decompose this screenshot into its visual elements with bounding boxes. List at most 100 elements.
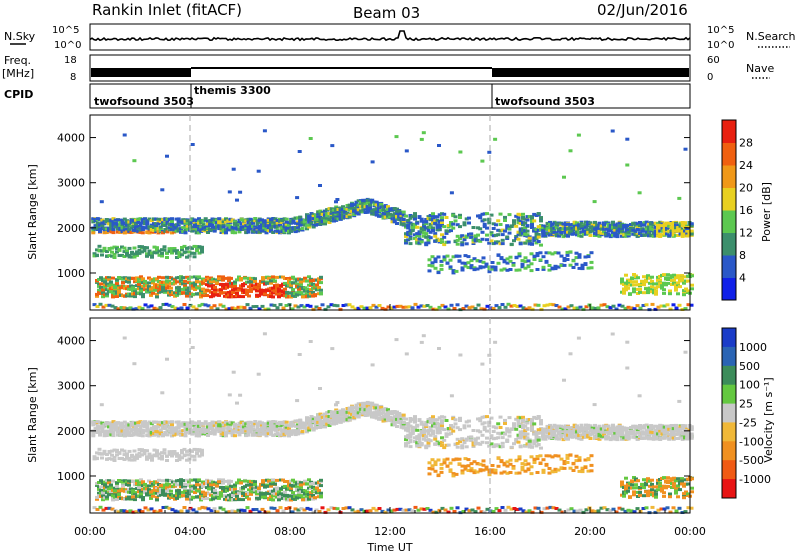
- velocity-cell: [174, 429, 179, 433]
- velocity-cell: [91, 420, 96, 424]
- power-cell: [545, 222, 550, 225]
- power-cell: [269, 220, 273, 224]
- power-cell: [365, 205, 370, 209]
- power-cell: [151, 286, 155, 290]
- power-cell: [245, 292, 249, 296]
- power-cell: [525, 239, 530, 243]
- power-cell: [593, 220, 597, 224]
- power-cell: [125, 227, 129, 231]
- power-cell: [521, 231, 525, 235]
- power-cell: [269, 303, 274, 307]
- power-cell: [95, 222, 100, 226]
- power-cell: [299, 304, 304, 308]
- power-cell: [668, 276, 672, 280]
- power-cell: [538, 251, 543, 255]
- power-cell: [453, 239, 458, 243]
- power-cell: [480, 212, 485, 216]
- power-cell: [298, 219, 303, 223]
- power-cell: [680, 274, 684, 278]
- power-cell: [334, 205, 339, 209]
- power-cell: [534, 233, 539, 237]
- velocity-cell: [282, 425, 287, 429]
- power-cell: [257, 283, 261, 287]
- velocity-cell: [352, 412, 357, 416]
- velocity-cell: [145, 434, 150, 437]
- power-cell: [179, 220, 183, 224]
- power-cell: [119, 286, 123, 290]
- velocity-cell: [343, 417, 348, 421]
- velocity-cell: [210, 431, 215, 435]
- velocity-cell: [111, 424, 116, 427]
- power-cell: [233, 222, 237, 226]
- power-cell: [266, 226, 271, 230]
- power-cell: [523, 256, 528, 260]
- power-cell: [347, 213, 352, 217]
- power-cell: [284, 217, 289, 221]
- power-cell: [516, 218, 521, 222]
- power-cell: [419, 230, 424, 234]
- power-cell: [512, 220, 516, 224]
- power-cell: [226, 228, 231, 232]
- power-cell: [155, 246, 159, 250]
- power-cell: [419, 217, 424, 221]
- power-cell: [243, 276, 247, 280]
- velocity-cell: [156, 433, 161, 437]
- power-cell: [686, 289, 690, 293]
- power-cell: [689, 232, 694, 236]
- power-cell: [613, 226, 618, 230]
- power-cell: [320, 220, 325, 224]
- velocity-cell: [399, 423, 404, 427]
- power-cell: [471, 240, 476, 244]
- power-cell: [419, 304, 424, 308]
- power-cell: [113, 286, 117, 290]
- power-cell: [463, 254, 468, 258]
- power-cell: [471, 242, 476, 245]
- power-cell: [183, 226, 188, 230]
- power-cell: [318, 216, 323, 220]
- power-cell: [199, 221, 204, 225]
- velocity-cell: [266, 427, 271, 431]
- power-cell: [356, 306, 361, 310]
- velocity-cell: [316, 425, 321, 429]
- power-cell: [350, 305, 355, 309]
- power-cell: [206, 219, 210, 223]
- power-cell: [680, 234, 685, 238]
- power-cell: [231, 167, 236, 171]
- velocity-cell: [208, 422, 213, 426]
- power-cell: [284, 220, 289, 224]
- power-cell: [480, 237, 485, 241]
- velocity-cell: [183, 429, 188, 433]
- power-cell: [472, 257, 477, 261]
- power-cell: [406, 233, 411, 237]
- velocity-cell: [138, 420, 143, 424]
- power-cell: [615, 228, 620, 232]
- power-cell: [107, 303, 112, 307]
- power-cell: [195, 245, 199, 249]
- power-cell: [482, 218, 487, 222]
- velocity-cell: [154, 425, 159, 429]
- power-cell: [132, 252, 137, 256]
- power-cell: [581, 229, 586, 233]
- power-cell: [455, 242, 460, 246]
- velocity-cell: [158, 422, 163, 426]
- power-cell: [654, 292, 658, 296]
- velocity-cell: [194, 421, 199, 425]
- velocity-cell: [370, 415, 375, 419]
- velocity-cell: [125, 433, 129, 437]
- power-cell: [300, 227, 305, 230]
- power-cell: [662, 228, 667, 232]
- power-cell: [543, 224, 548, 228]
- power-cell: [580, 263, 585, 267]
- power-cell: [325, 212, 330, 216]
- power-cell: [181, 230, 186, 234]
- power-cell: [269, 218, 273, 221]
- power-cell: [517, 254, 522, 258]
- power-cell: [120, 245, 124, 249]
- power-cell: [642, 221, 647, 225]
- power-cell: [365, 208, 370, 212]
- power-cell: [138, 221, 143, 225]
- power-cell: [359, 200, 363, 204]
- power-cell: [354, 205, 359, 209]
- power-cell: [131, 228, 136, 232]
- power-cell: [638, 287, 642, 291]
